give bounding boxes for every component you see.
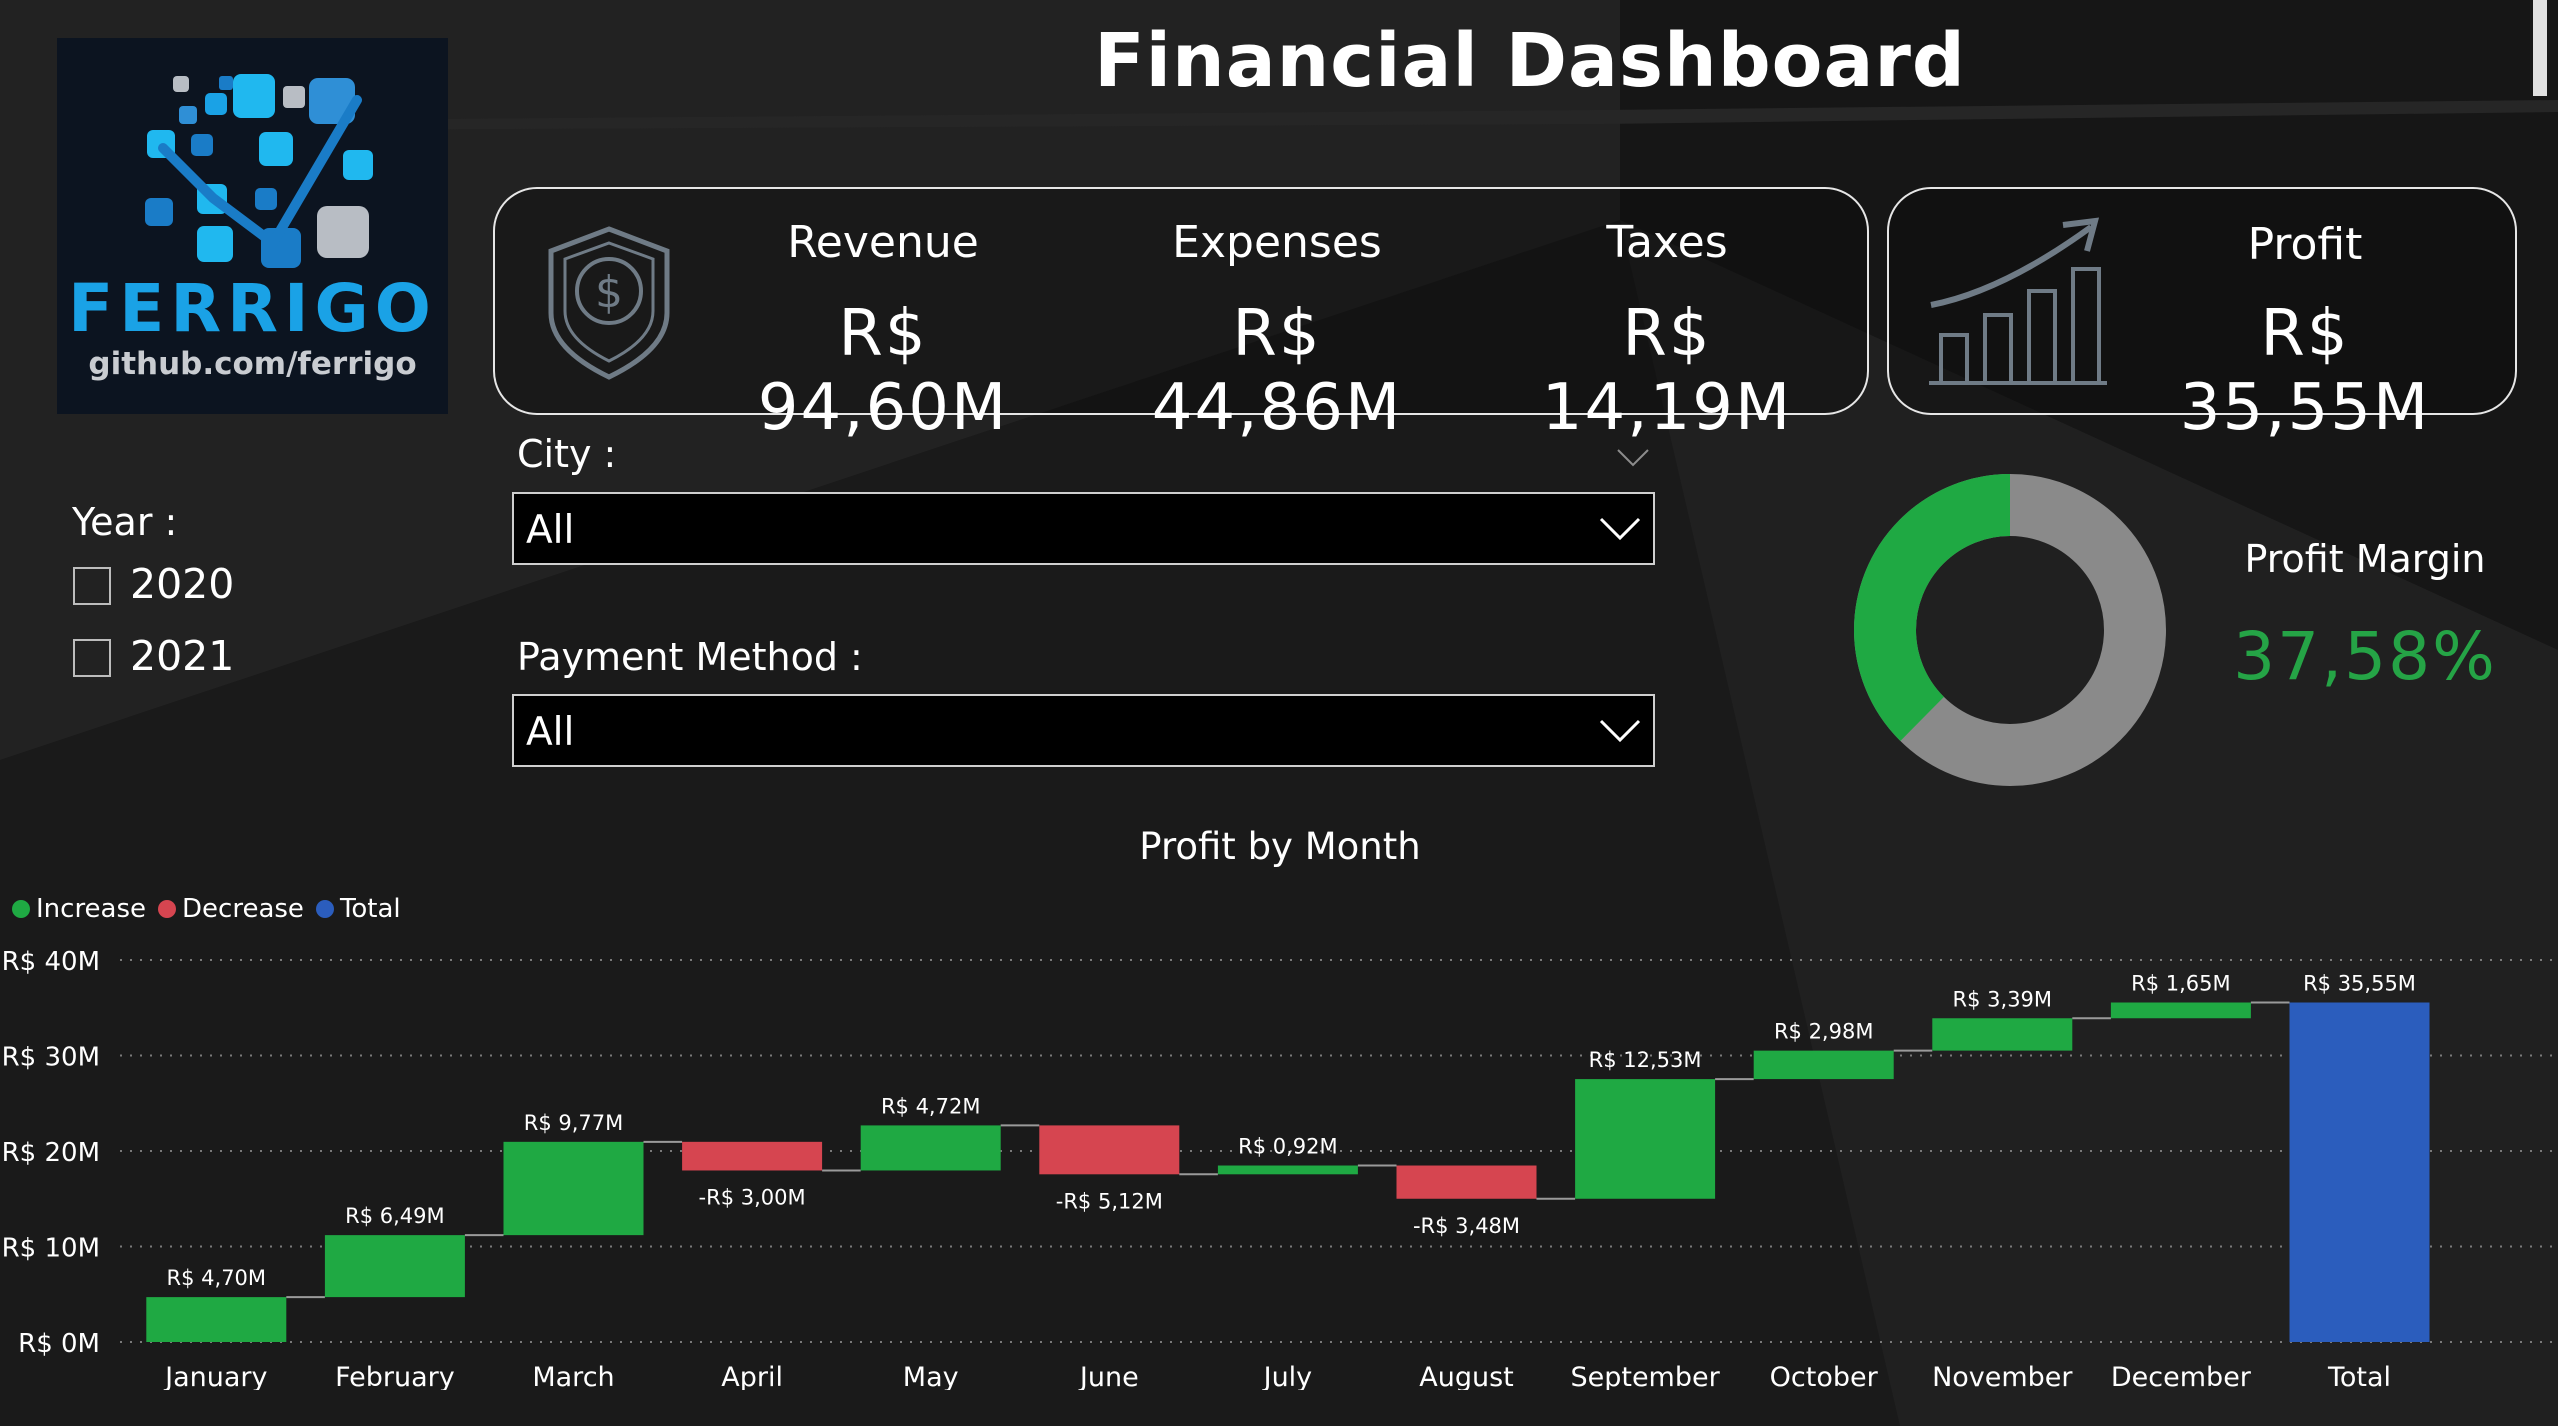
year-2020-checkbox[interactable]	[73, 567, 111, 605]
data-label: R$ 2,98M	[1774, 1020, 1874, 1044]
kpi-card-main: $ Revenue R$ 94,60M Expenses R$ 44,86M T…	[493, 187, 1869, 445]
x-tick-label: March	[532, 1362, 614, 1390]
data-label: R$ 3,39M	[1953, 987, 2053, 1011]
legend-item-decrease[interactable]: Decrease	[158, 894, 304, 924]
logo-url: github.com/ferrigo	[88, 346, 417, 382]
waterfall-bar-january	[146, 1297, 287, 1342]
x-tick-label: April	[721, 1362, 783, 1390]
y-tick-label: R$ 30M	[2, 1043, 100, 1073]
waterfall-bar-july	[1217, 1165, 1358, 1175]
x-tick-label: June	[1078, 1362, 1139, 1390]
city-dropdown[interactable]: All	[512, 492, 1655, 565]
svg-text:$: $	[595, 267, 623, 318]
waterfall-bar-november	[1932, 1018, 2073, 1051]
data-label: -R$ 5,12M	[1056, 1189, 1163, 1213]
y-tick-label: R$ 0M	[18, 1329, 100, 1359]
legend-dot-total	[315, 900, 334, 918]
profit-by-month-chart: R$ 0M R$ 10M R$ 20M R$ 30M R$ 40M R$ 4,70M Jan…	[2, 947, 2558, 1390]
x-tick-label: July	[1262, 1362, 1313, 1390]
legend-item-total[interactable]: Total	[315, 894, 401, 924]
chart-title: Profit by Month	[1139, 825, 1421, 868]
year-2021-label[interactable]: 2021	[130, 632, 235, 680]
chevron-down-icon[interactable]	[1616, 448, 1650, 468]
legend-label-decrease: Decrease	[182, 894, 304, 924]
data-label: R$ 4,72M	[881, 1094, 981, 1118]
data-label: R$ 1,65M	[2131, 971, 2231, 995]
y-tick-label: R$ 40M	[2, 947, 100, 977]
waterfall-bar-june	[1039, 1125, 1180, 1175]
page-title: Financial Dashboard	[1094, 18, 1966, 104]
year-2021-checkbox[interactable]	[73, 639, 111, 677]
legend-dot-increase	[12, 900, 30, 918]
city-filter-label: City :	[517, 432, 617, 476]
donut-margin-arc	[1854, 474, 2166, 786]
profit-margin-label: Profit Margin	[2244, 537, 2486, 581]
growth-chart-icon	[1929, 217, 2107, 385]
x-tick-label: January	[163, 1362, 267, 1390]
expenses-value: R$ 44,86M	[1151, 297, 1403, 445]
city-dropdown-value: All	[526, 508, 575, 553]
payment-dropdown-value: All	[526, 710, 575, 755]
waterfall-bar-august	[1396, 1165, 1537, 1199]
waterfall-bar-december	[2110, 1002, 2251, 1019]
x-tick-label: November	[1932, 1362, 2073, 1390]
profit-margin-value: 37,58%	[2233, 618, 2497, 695]
logo-wordmark: FERRIGO	[68, 270, 437, 347]
x-tick-label: December	[2111, 1362, 2252, 1390]
legend-label-total: Total	[339, 894, 401, 924]
data-label: R$ 9,77M	[524, 1111, 624, 1135]
data-label: R$ 0,92M	[1238, 1135, 1338, 1159]
profit-label: Profit	[2247, 219, 2363, 270]
ferrigo-logo: FERRIGO github.com/ferrigo	[57, 38, 448, 414]
waterfall-bar-october	[1753, 1050, 1894, 1080]
waterfall-bar-march	[503, 1141, 644, 1236]
waterfall-bar-total	[2289, 1002, 2430, 1342]
year-filter-label: Year :	[72, 500, 178, 544]
payment-filter-label: Payment Method :	[517, 635, 863, 679]
chevron-down-icon	[1599, 517, 1641, 541]
year-2020-label[interactable]: 2020	[130, 560, 235, 608]
x-tick-label: August	[1419, 1362, 1514, 1390]
data-label: R$ 35,55M	[2303, 971, 2416, 995]
data-label: R$ 6,49M	[345, 1204, 445, 1228]
legend-item-increase[interactable]: Increase	[12, 894, 146, 924]
data-label: -R$ 3,00M	[699, 1185, 806, 1209]
x-tick-label: September	[1570, 1362, 1720, 1390]
y-tick-label: R$ 20M	[2, 1138, 100, 1168]
taxes-label: Taxes	[1606, 217, 1728, 268]
taxes-value: R$ 14,19M	[1541, 297, 1793, 445]
waterfall-bar-april	[682, 1141, 823, 1171]
x-tick-label: October	[1770, 1362, 1879, 1390]
legend-dot-decrease	[158, 900, 177, 918]
waterfall-bar-february	[324, 1235, 465, 1298]
waterfall-bar-may	[860, 1125, 1001, 1171]
expenses-label: Expenses	[1172, 217, 1382, 268]
logo-graph-icon	[145, 74, 373, 268]
chart-legend: Increase Decrease Total	[12, 894, 401, 924]
legend-label-increase: Increase	[36, 894, 147, 924]
payment-dropdown[interactable]: All	[512, 694, 1655, 767]
revenue-label: Revenue	[787, 217, 979, 268]
scrollbar-thumb[interactable]	[2533, 0, 2547, 96]
chevron-down-icon	[1599, 719, 1641, 743]
x-tick-label: Total	[2327, 1362, 2391, 1390]
kpi-card-profit: Profit R$ 35,55M	[1887, 187, 2517, 445]
profit-value: R$ 35,55M	[2179, 297, 2431, 445]
revenue-value: R$ 94,60M	[757, 297, 1009, 445]
shield-dollar-icon: $	[548, 226, 670, 380]
data-label: R$ 4,70M	[167, 1266, 267, 1290]
x-tick-label: May	[903, 1362, 959, 1390]
profit-margin-donut	[1854, 474, 2166, 786]
data-label: -R$ 3,48M	[1413, 1214, 1520, 1238]
data-label: R$ 12,53M	[1589, 1048, 1702, 1072]
x-tick-label: February	[335, 1362, 455, 1390]
waterfall-bar-september	[1575, 1079, 1716, 1199]
y-tick-label: R$ 10M	[2, 1234, 100, 1264]
